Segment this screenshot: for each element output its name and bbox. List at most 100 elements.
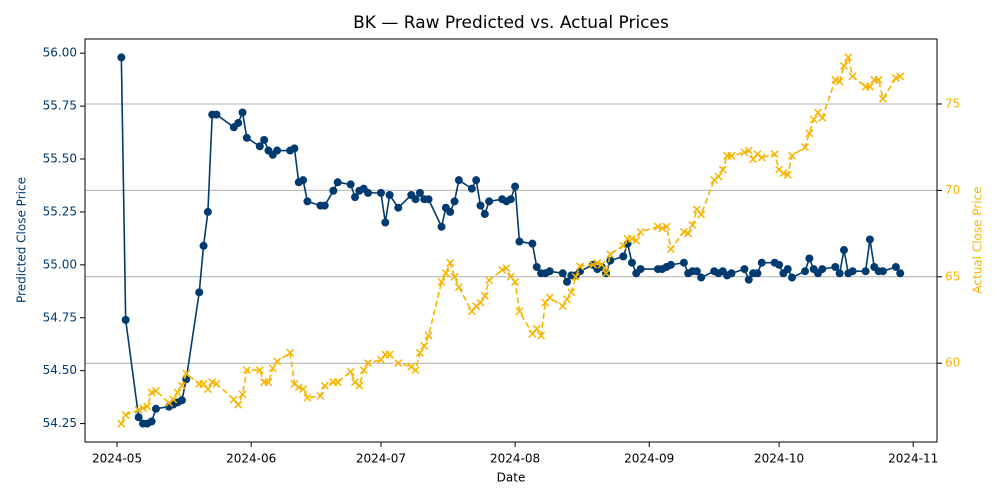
point — [476, 298, 485, 307]
point — [896, 72, 905, 81]
point — [809, 115, 818, 124]
point — [446, 258, 455, 267]
point — [537, 331, 546, 340]
point — [238, 390, 247, 399]
point — [688, 220, 697, 229]
point — [415, 188, 424, 197]
point — [177, 381, 186, 390]
point — [234, 400, 243, 409]
y2-tick-label: 70 — [945, 183, 960, 197]
point — [545, 293, 554, 302]
point — [363, 188, 372, 197]
point — [303, 197, 312, 206]
point — [411, 366, 420, 375]
point — [563, 295, 572, 304]
point — [394, 203, 403, 212]
point — [385, 190, 394, 199]
point — [506, 195, 515, 204]
point — [839, 61, 848, 70]
x-tick-label: 2024-11 — [888, 452, 938, 466]
y-tick-label: 54.25 — [43, 416, 77, 430]
point — [788, 151, 797, 160]
y2-tick-label: 75 — [945, 96, 960, 110]
point — [679, 258, 688, 267]
point — [273, 357, 282, 366]
x-tick-label: 2024-07 — [356, 452, 406, 466]
point — [865, 82, 874, 91]
point — [558, 302, 567, 311]
point — [411, 195, 420, 204]
point — [212, 110, 221, 119]
x-tick-label: 2024-08 — [490, 452, 540, 466]
point — [896, 269, 905, 278]
point — [891, 262, 900, 271]
point — [472, 176, 481, 185]
point — [515, 307, 524, 316]
y2-tick-label: 60 — [945, 356, 960, 370]
point — [234, 119, 243, 128]
point — [684, 229, 693, 238]
point — [571, 272, 580, 281]
point — [835, 269, 844, 278]
point — [714, 172, 723, 181]
point — [351, 193, 360, 202]
point — [143, 402, 152, 411]
point — [666, 245, 675, 254]
point — [151, 386, 160, 395]
point — [753, 269, 762, 278]
point — [818, 113, 827, 122]
point — [169, 395, 178, 404]
point — [134, 413, 143, 422]
point — [273, 146, 282, 155]
point — [727, 269, 736, 278]
y-tick-label: 55.50 — [43, 152, 77, 166]
point — [593, 258, 602, 267]
point — [255, 366, 264, 375]
y2-tick-label: 65 — [945, 269, 960, 283]
point — [212, 379, 221, 388]
point — [394, 359, 403, 368]
x-tick-label: 2024-05 — [92, 452, 142, 466]
point — [376, 188, 385, 197]
series-line — [120, 54, 901, 425]
point — [480, 291, 489, 300]
point — [619, 241, 628, 250]
point — [848, 267, 857, 276]
point — [363, 359, 373, 368]
point — [744, 146, 753, 155]
point — [424, 195, 433, 204]
point — [839, 246, 848, 255]
point — [532, 324, 541, 333]
point — [865, 235, 874, 244]
point — [138, 404, 148, 413]
point — [878, 267, 887, 276]
point — [545, 267, 554, 276]
point — [355, 381, 364, 390]
point — [632, 236, 641, 245]
point — [874, 75, 883, 84]
point — [805, 254, 814, 263]
point — [359, 366, 368, 375]
point — [203, 207, 212, 216]
point — [861, 267, 870, 276]
point — [511, 277, 520, 287]
y-tick-label: 55.25 — [43, 204, 77, 218]
x-tick-label: 2024-09 — [624, 452, 674, 466]
point — [346, 180, 355, 189]
point — [757, 258, 766, 267]
point — [446, 207, 455, 216]
y-tick-label: 54.50 — [43, 363, 77, 377]
point — [134, 405, 143, 414]
point — [627, 258, 636, 267]
point — [697, 273, 706, 282]
y-tick-label: 54.75 — [43, 310, 77, 324]
chart-title: BK — Raw Predicted vs. Actual Prices — [353, 13, 669, 33]
point — [415, 348, 424, 357]
point — [420, 341, 429, 350]
point — [260, 135, 269, 144]
point — [476, 201, 485, 210]
point — [697, 210, 706, 219]
point — [320, 201, 329, 210]
point — [147, 388, 156, 397]
